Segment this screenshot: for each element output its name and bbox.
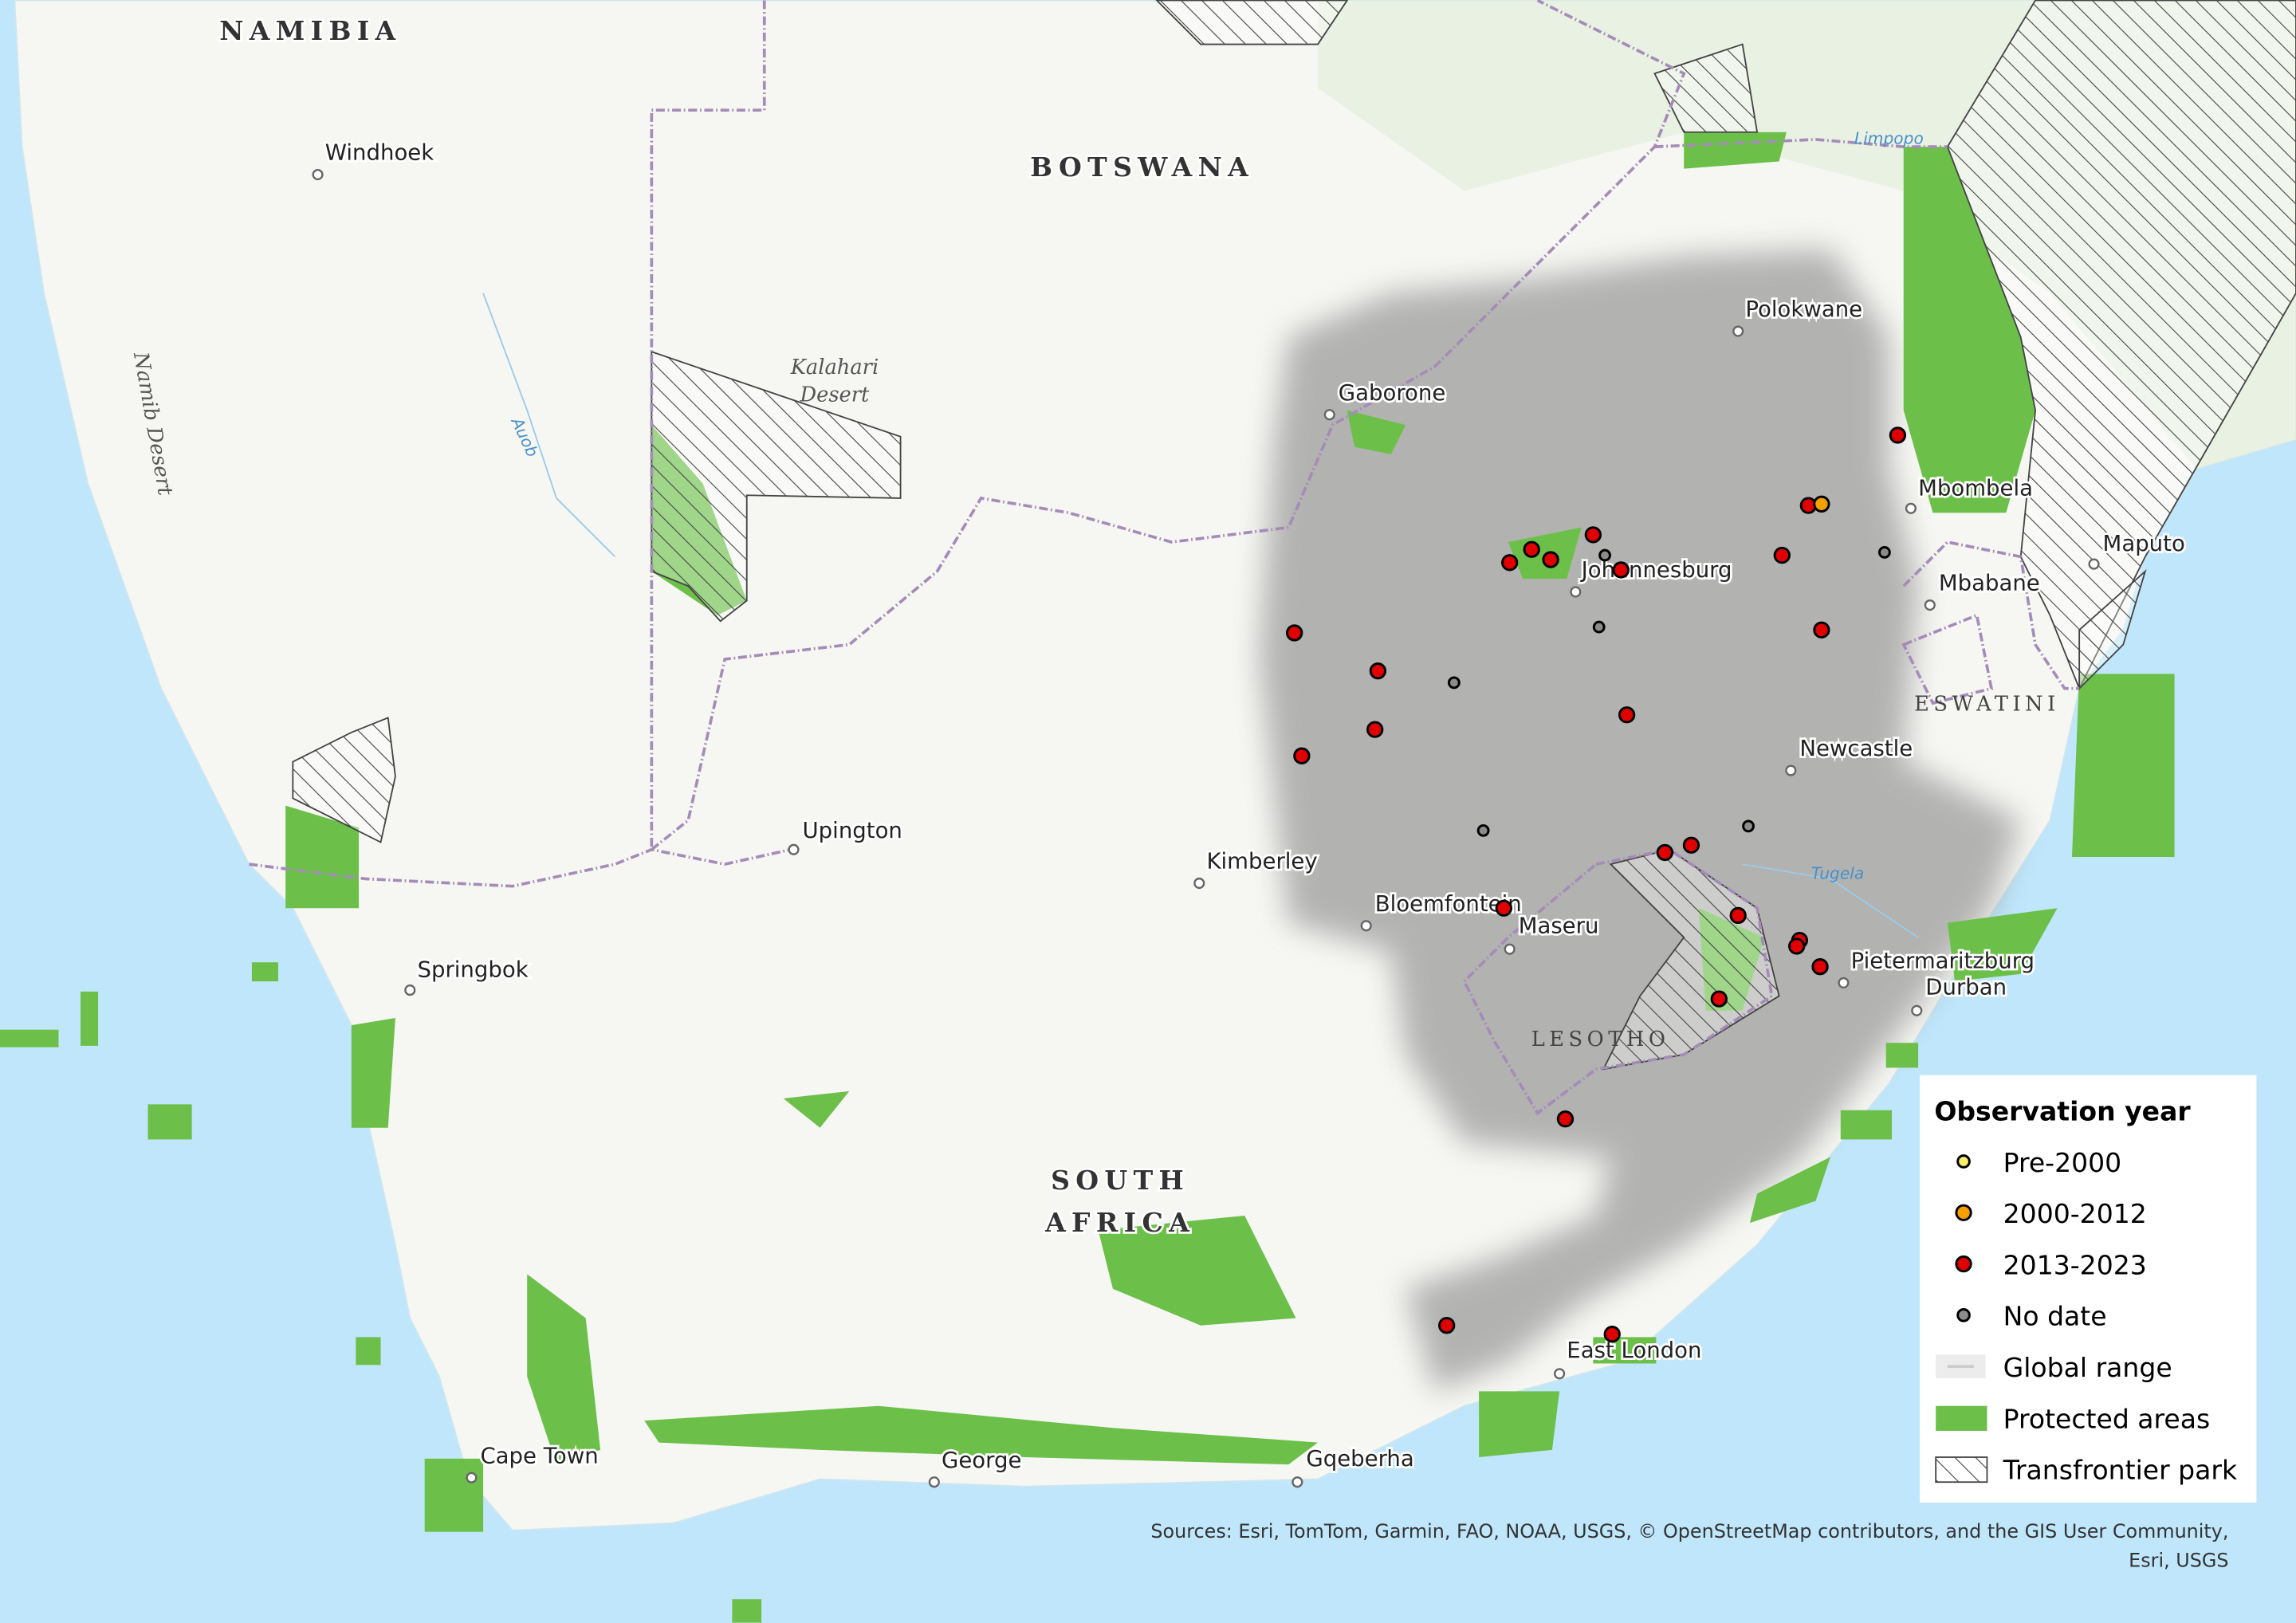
legend-label: No date <box>2003 1301 2107 1332</box>
observation-point[interactable] <box>1293 747 1311 764</box>
country-borders <box>249 0 2080 1116</box>
river <box>482 293 616 558</box>
observation-point[interactable] <box>1438 1317 1456 1334</box>
city-maputo: Maputo <box>2103 531 2185 556</box>
observation-point[interactable] <box>1889 426 1907 444</box>
country-label-namibia: NAMIBIA <box>219 15 401 46</box>
city-pietermaritzburg: Pietermaritzburg <box>1851 949 2035 974</box>
observation-point[interactable] <box>1592 620 1606 634</box>
observation-point[interactable] <box>1618 706 1636 724</box>
river <box>1742 863 1919 938</box>
legend: Observation year Pre-2000 2000-2012 2013… <box>1919 1075 2257 1503</box>
country-label-south-africa: SOUTH <box>1051 1165 1189 1196</box>
country-label-eswatini: ESWATINI <box>1914 692 2060 716</box>
city-maseru: Maseru <box>1519 913 1599 938</box>
observation-point[interactable] <box>1788 937 1806 955</box>
legend-label: Global range <box>2003 1352 2172 1383</box>
observation-point[interactable] <box>1612 561 1630 579</box>
legend-symbol-protected-areas <box>1936 1405 1987 1431</box>
observation-point[interactable] <box>1682 836 1700 854</box>
attribution: Sources: Esri, TomTom, Garmin, FAO, NOAA… <box>1150 1520 2228 1542</box>
label-kalahari: Kalahari <box>790 356 879 379</box>
legend-label: Pre-2000 <box>2003 1147 2122 1178</box>
observation-point[interactable] <box>1877 545 1891 559</box>
city-kimberley: Kimberley <box>1206 849 1317 874</box>
observation-point[interactable] <box>1286 624 1303 642</box>
country-label-lesotho: LESOTHO <box>1531 1028 1670 1051</box>
transfrontier-parks <box>292 0 2296 1071</box>
observation-point[interactable] <box>1542 551 1559 568</box>
observation-point[interactable] <box>1811 958 1829 976</box>
global-range <box>1259 249 2021 1392</box>
city-upington: Upington <box>803 818 902 843</box>
observation-point[interactable] <box>1476 823 1490 837</box>
observation-point[interactable] <box>1773 546 1791 564</box>
city-windhoek: Windhoek <box>325 140 434 166</box>
city-cape-town: Cape Town <box>480 1443 598 1468</box>
observation-point[interactable] <box>1813 495 1830 513</box>
cities: Windhoek Gaborone Polokwane Mbombela Map… <box>312 138 2188 1488</box>
city-gaborone: Gaborone <box>1339 380 1446 406</box>
observation-point[interactable] <box>1501 554 1519 572</box>
legend-symbol-no-date <box>1956 1308 1971 1322</box>
observation-point[interactable] <box>1369 662 1387 680</box>
city-newcastle: Newcastle <box>1799 736 1913 761</box>
city-east-london: East London <box>1567 1338 1701 1363</box>
observation-point[interactable] <box>1656 843 1674 862</box>
observation-point[interactable] <box>1556 1110 1575 1128</box>
legend-label: 2013-2023 <box>2003 1249 2147 1280</box>
city-gqeberha: Gqeberha <box>1306 1446 1413 1472</box>
country-label-botswana: BOTSWANA <box>1030 151 1254 183</box>
observation-point[interactable] <box>1447 676 1461 690</box>
observation-point[interactable] <box>1366 721 1384 738</box>
city-mbabane: Mbabane <box>1939 571 2040 596</box>
country-label-south-africa: AFRICA <box>1044 1207 1195 1238</box>
legend-symbol-2013-2023 <box>1955 1255 1972 1273</box>
label-kalahari: Desert <box>800 383 871 407</box>
observation-point[interactable] <box>1729 906 1747 925</box>
label-tugela-river: Tugela <box>1811 863 1864 882</box>
observation-point[interactable] <box>1598 548 1611 562</box>
observation-point[interactable] <box>1813 621 1830 639</box>
city-polokwane: Polokwane <box>1745 297 1862 322</box>
observation-point[interactable] <box>1523 540 1540 558</box>
attribution: Esri, USGS <box>2129 1550 2228 1572</box>
legend-symbol-2000-2012 <box>1955 1204 1972 1221</box>
legend-label: Transfrontier park <box>2003 1455 2238 1486</box>
legend-symbol-transfrontier-park <box>1935 1456 1988 1483</box>
city-george: George <box>942 1448 1021 1473</box>
observation-point[interactable] <box>1710 990 1728 1008</box>
observation-points <box>1286 426 1907 1343</box>
legend-label: Protected areas <box>2003 1403 2211 1434</box>
observation-point[interactable] <box>1603 1326 1621 1343</box>
city-mbombela: Mbombela <box>1918 475 2033 501</box>
observation-point[interactable] <box>1495 899 1512 917</box>
city-durban: Durban <box>1925 975 2007 1000</box>
city-springbok: Springbok <box>417 957 528 983</box>
legend-label: 2000-2012 <box>2003 1198 2147 1229</box>
legend-title: Observation year <box>1934 1096 2191 1127</box>
observation-point[interactable] <box>1584 526 1602 544</box>
observation-point[interactable] <box>1742 819 1755 833</box>
label-limpopo-river: Limpopo <box>1854 128 1924 147</box>
legend-symbol-pre-2000 <box>1956 1154 1971 1169</box>
